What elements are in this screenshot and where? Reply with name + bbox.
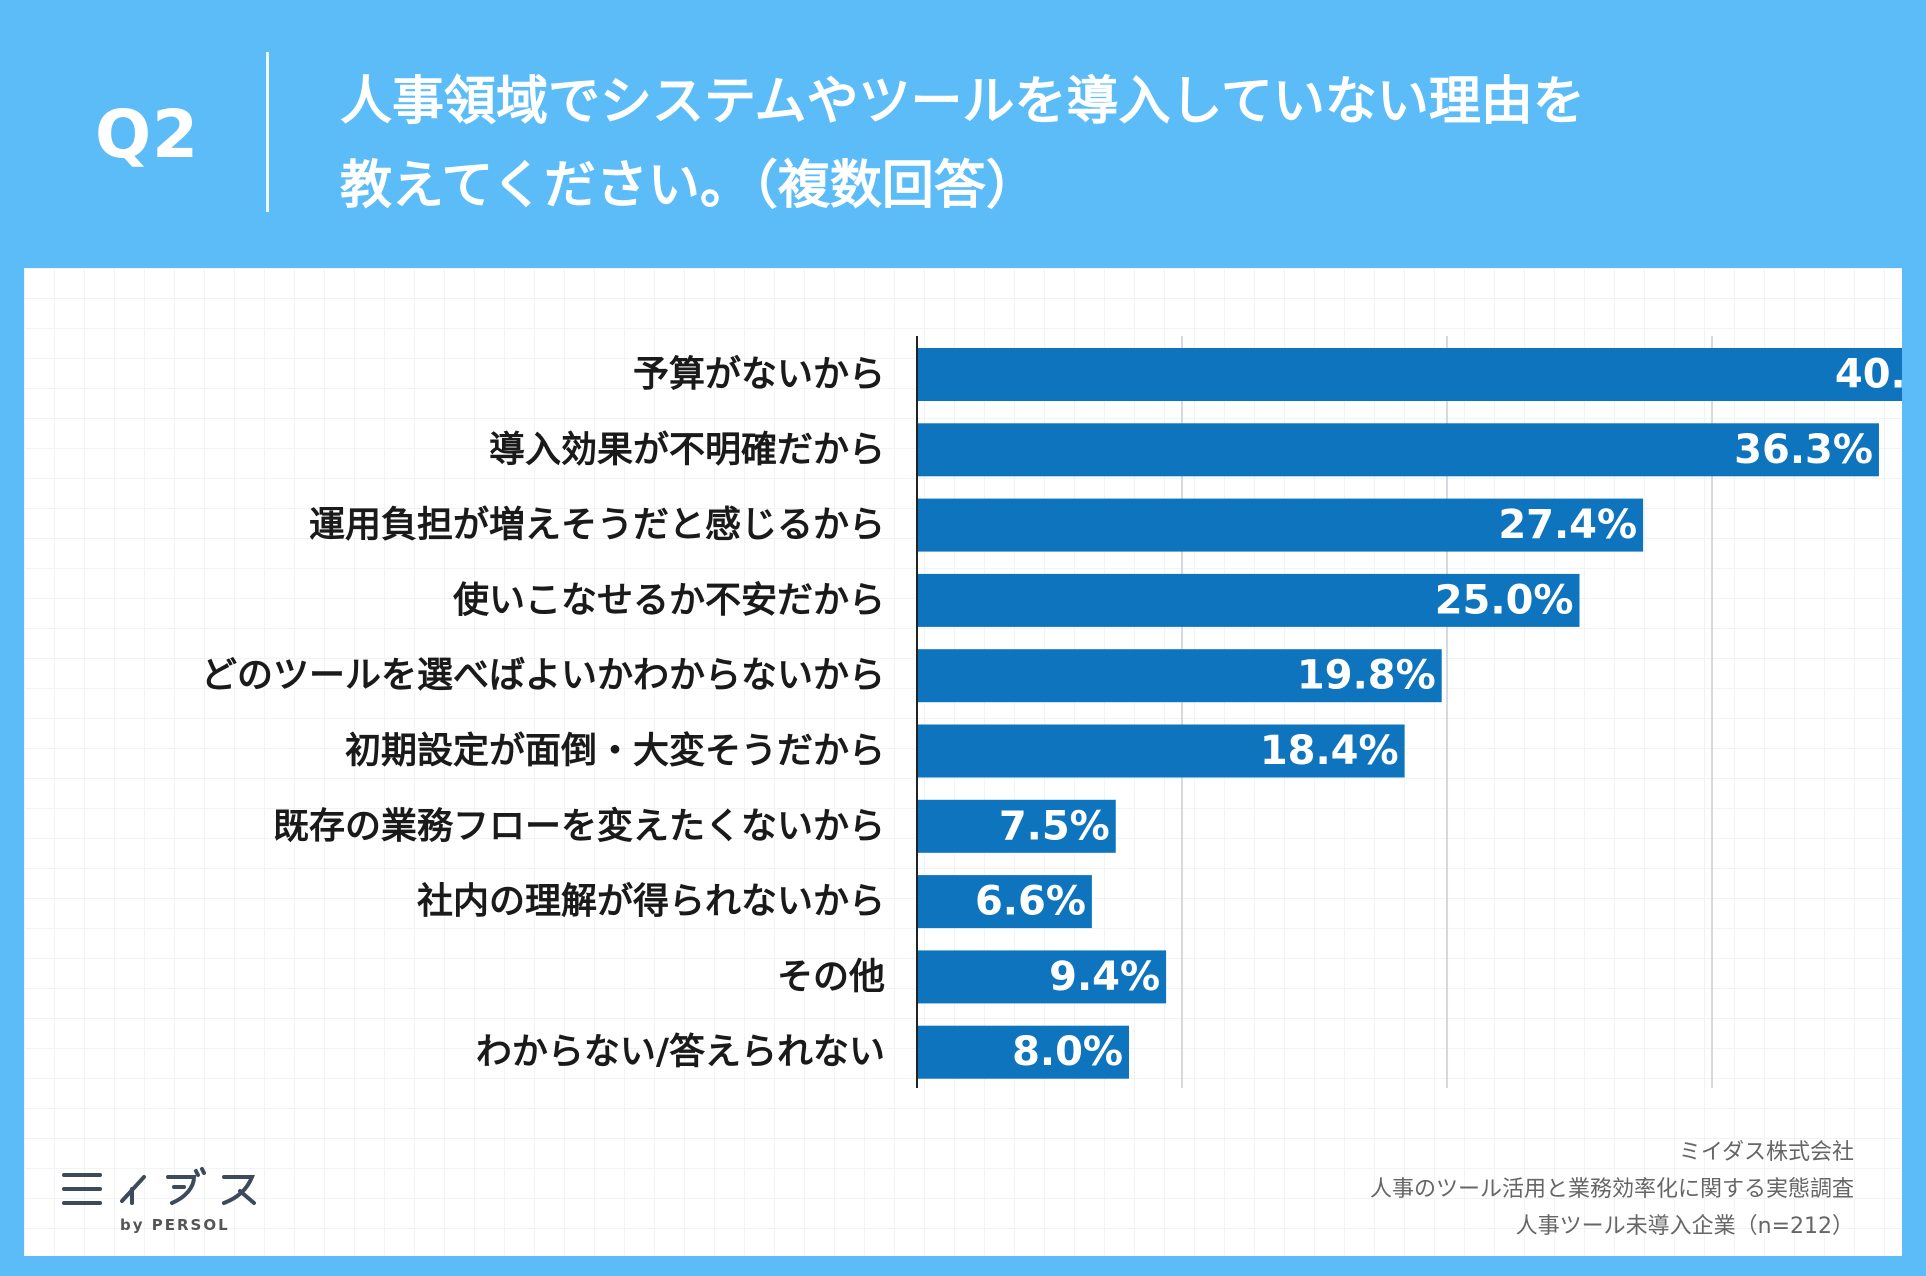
category-label-6: 初期設定が面倒・大変そうだから: [345, 730, 885, 772]
category-label-10: わからない/答えられない: [476, 1032, 885, 1073]
value-label-4: 25.0%: [1435, 577, 1574, 623]
header-divider: [266, 52, 269, 212]
bar-3: [917, 498, 1644, 552]
category-label-8: 社内の理解が得られないから: [417, 881, 885, 922]
category-label-9: その他: [777, 956, 885, 997]
question-title-line-2: 教えてください。（複数回答）: [340, 156, 1038, 216]
source-note: ミイダス株式会社 人事のツール活用と業務効率化に関する実態調査 人事ツール未導入…: [1370, 1134, 1854, 1245]
bar-2: [917, 423, 1879, 477]
value-label-5: 19.8%: [1297, 653, 1436, 699]
header: Q2 人事領域でシステムやツールを導入していない理由を 教えてください。（複数回…: [0, 0, 1926, 268]
question-title: 人事領域でシステムやツールを導入していない理由を 教えてください。（複数回答）: [340, 60, 1840, 228]
category-label-2: 導入効果が不明確だから: [489, 429, 885, 470]
bar-9: [917, 950, 1167, 1004]
bar-7: [917, 799, 1116, 853]
bar-5: [917, 649, 1442, 703]
value-label-7: 7.5%: [999, 803, 1110, 849]
bar-4: [917, 573, 1580, 627]
bar-8: [917, 875, 1092, 929]
value-label-3: 27.4%: [1498, 502, 1637, 548]
bar-chart: 40.1% 予算がないから 36.3% 導入効果が不明確だから 27.4% 運用負担が増え…: [201, 336, 1902, 1088]
value-label-2: 36.3%: [1734, 427, 1873, 473]
category-label-5: どのツールを選べばよいかわからないから: [201, 655, 885, 696]
value-label-6: 18.4%: [1260, 728, 1399, 774]
source-survey: 人事のツール活用と業務効率化に関する実態調査: [1369, 1177, 1854, 1202]
bar-10: [917, 1025, 1129, 1079]
category-label-4: 使いこなせるか不安だから: [453, 580, 885, 621]
category-label-1: 予算がないから: [633, 354, 885, 395]
category-label-3: 運用負担が増えそうだと感じるから: [309, 505, 885, 546]
category-label-7: 既存の業務フローを変えたくないから: [273, 805, 885, 847]
logo-subtext: by PERSOL: [120, 1216, 230, 1234]
value-label-1: 40.1%: [1835, 352, 1902, 398]
source-sample: 人事ツール未導入企業（n=212）: [1515, 1214, 1854, 1239]
value-label-10: 8.0%: [1012, 1029, 1123, 1075]
value-label-8: 6.6%: [975, 879, 1086, 925]
chart-panel: 40.1% 予算がないから 36.3% 導入効果が不明確だから 27.4% 運用負担が増え…: [24, 268, 1902, 1256]
bar-6: [917, 724, 1405, 778]
source-company: ミイダス株式会社: [1678, 1140, 1854, 1165]
bar-1: [917, 348, 1902, 401]
question-number: Q2: [95, 96, 200, 173]
miidas-logo: [62, 1167, 256, 1205]
value-label-9: 9.4%: [1049, 954, 1160, 1000]
question-title-line-1: 人事領域でシステムやツールを導入していない理由を: [340, 72, 1585, 132]
